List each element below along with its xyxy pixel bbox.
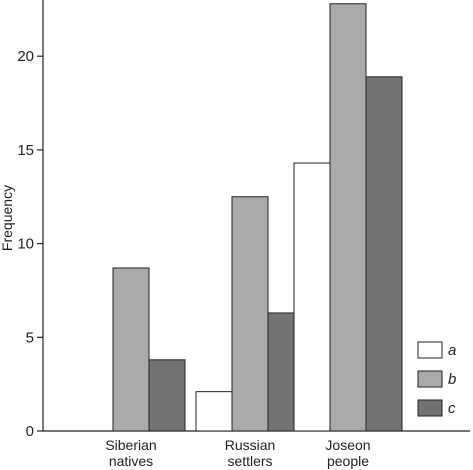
legend-label-a: a xyxy=(448,342,456,359)
y-tick-label: 20 xyxy=(17,48,34,65)
category-label: Siberian xyxy=(105,437,156,453)
bar-b-2 xyxy=(329,3,367,432)
y-tick-label: 0 xyxy=(26,423,34,440)
category-label: settlers xyxy=(227,453,272,469)
bar-a-1 xyxy=(195,391,233,432)
bar-c-0 xyxy=(148,359,186,432)
legend-swatch-a xyxy=(417,341,443,359)
category-label: people xyxy=(327,453,369,469)
bar-a-2 xyxy=(293,162,331,432)
legend: abc xyxy=(417,341,456,417)
bar-b-1 xyxy=(231,196,269,432)
category-label: Joseon xyxy=(325,437,370,453)
legend-label-b: b xyxy=(448,371,456,388)
legend-label-c: c xyxy=(448,400,456,417)
y-tick-label: 15 xyxy=(17,142,34,159)
bars xyxy=(112,3,403,432)
y-tick-label: 5 xyxy=(26,329,34,346)
bar-c-2 xyxy=(365,76,403,432)
bar-b-0 xyxy=(112,267,150,432)
legend-swatch-b xyxy=(417,370,443,388)
legend-swatch-c xyxy=(417,399,443,417)
category-label: Russian xyxy=(225,437,276,453)
y-axis-label: Frequency xyxy=(0,185,15,251)
category-label: natives xyxy=(109,453,153,469)
y-tick-label: 10 xyxy=(17,236,34,253)
